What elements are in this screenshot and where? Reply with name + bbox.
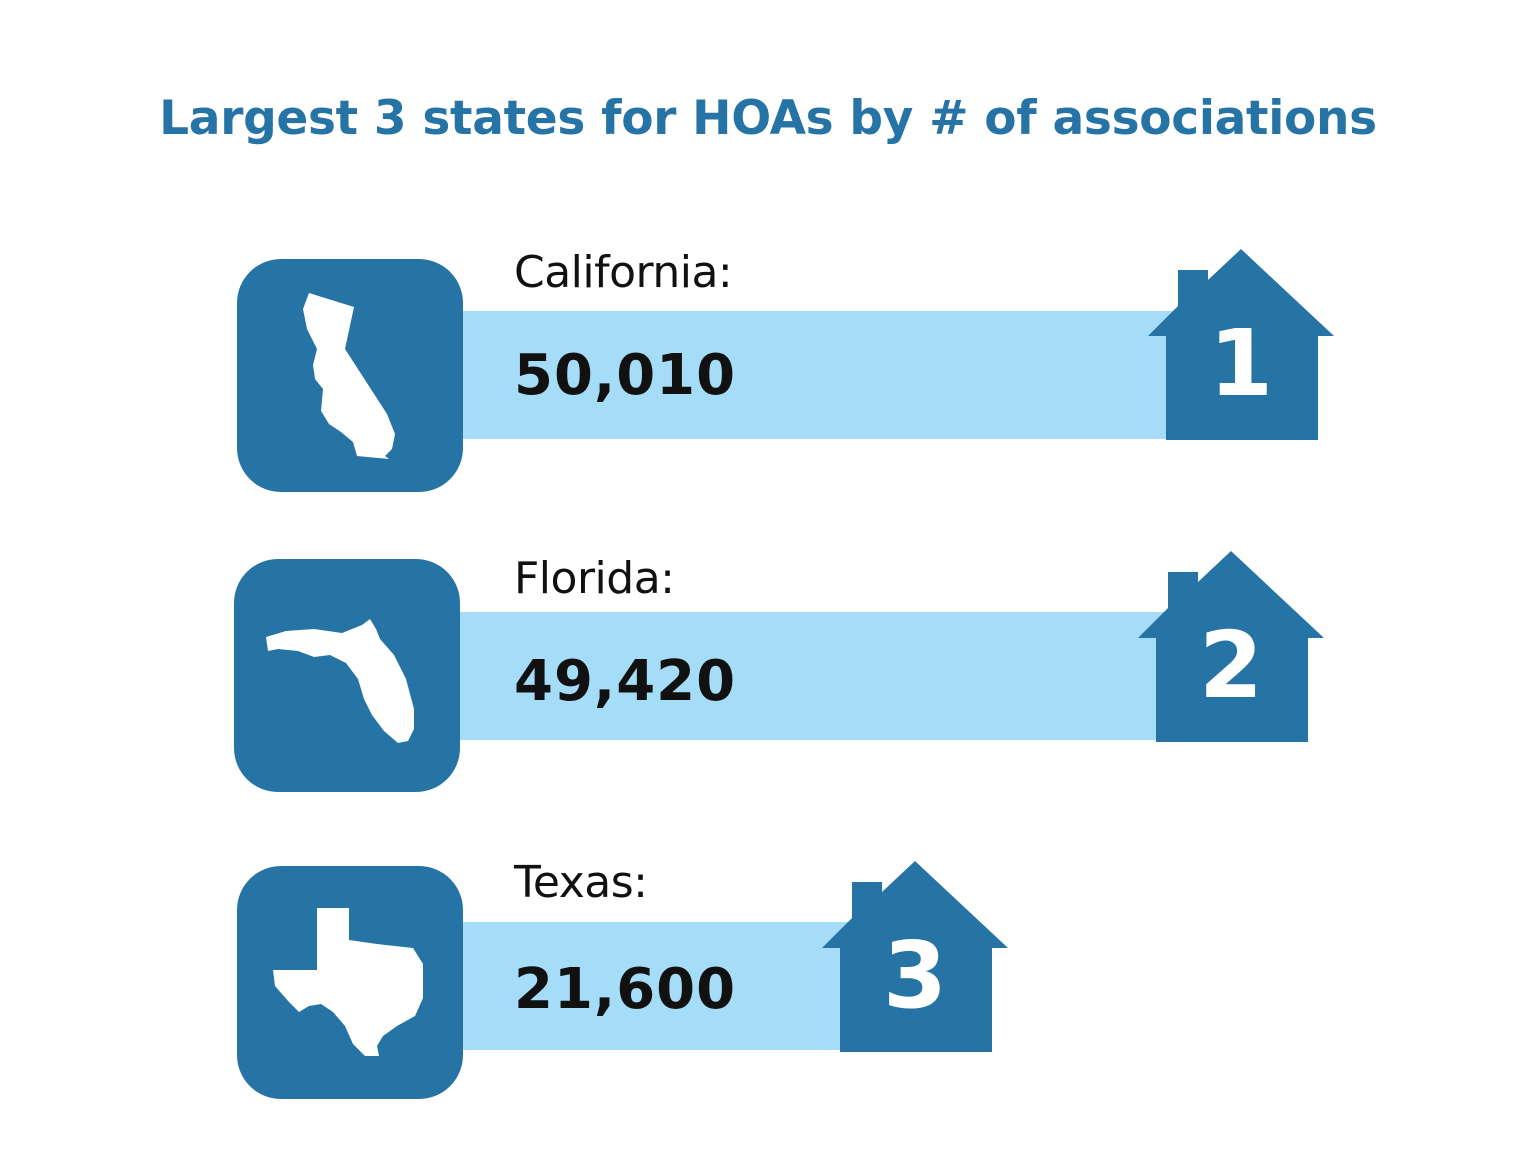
state-tile [234,559,460,792]
rank-number: 2 [1198,612,1263,719]
rank-badge: 2 [1136,546,1326,746]
chart-title: Largest 3 states for HOAs by # of associ… [159,91,1377,146]
house-icon [1148,249,1334,440]
data-label: 50,010 [514,343,737,408]
house-icon [822,861,1008,1052]
bar [440,612,1276,740]
house-icon [1138,551,1324,742]
state-name: Texas: [514,857,648,908]
state-name: Florida: [514,553,675,604]
texas-icon [273,908,423,1056]
california-icon [303,293,395,459]
state-tile [237,259,463,492]
bar [440,311,1286,439]
data-label: 21,600 [514,957,737,1022]
state-name: California: [514,247,733,298]
data-label: 49,420 [514,649,737,714]
state-tile [237,866,463,1099]
rank-number: 3 [882,922,947,1029]
rank-badge: 1 [1146,244,1336,444]
florida-icon [266,619,414,743]
rank-badge: 3 [820,856,1010,1056]
rank-number: 1 [1208,310,1273,417]
